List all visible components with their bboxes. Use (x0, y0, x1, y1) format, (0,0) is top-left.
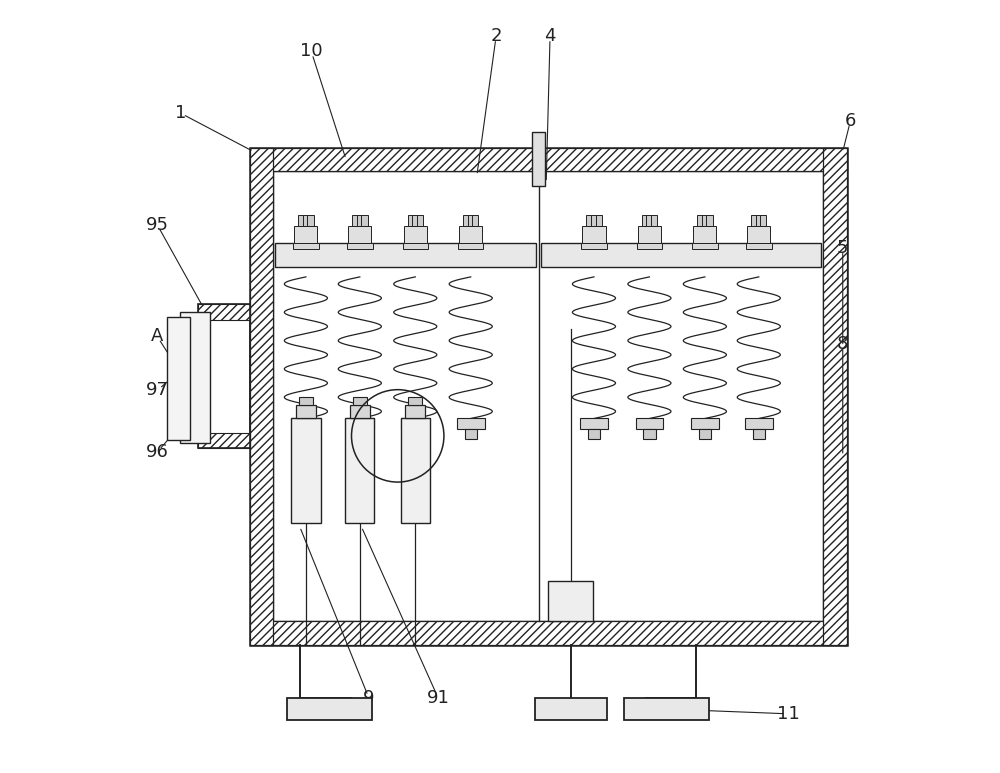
Bar (745, 418, 773, 429)
Text: 1: 1 (175, 104, 186, 122)
Bar (465, 429, 477, 438)
Bar (404, 226, 427, 243)
Bar (691, 418, 719, 429)
Bar (250, 148, 273, 645)
Bar (307, 216, 314, 226)
Bar (198, 305, 250, 448)
Bar (459, 226, 482, 243)
Bar (637, 243, 662, 249)
Bar (753, 429, 765, 438)
Text: 5: 5 (837, 239, 848, 257)
Bar (468, 216, 474, 226)
Bar (250, 148, 847, 645)
Bar (198, 305, 250, 319)
Text: 97: 97 (146, 381, 169, 400)
Bar (747, 226, 770, 243)
Bar (756, 216, 762, 226)
Bar (353, 397, 367, 404)
Bar (692, 243, 718, 249)
Bar (354, 429, 366, 438)
Bar (751, 216, 757, 226)
Bar (408, 216, 414, 226)
Bar (352, 216, 358, 226)
Bar (294, 226, 317, 243)
Text: 95: 95 (146, 216, 169, 233)
Bar (651, 216, 657, 226)
Bar (401, 418, 430, 523)
Bar (458, 243, 483, 249)
Bar (463, 216, 469, 226)
Bar (198, 433, 250, 448)
Bar (699, 429, 711, 438)
Bar (250, 621, 847, 645)
Bar (275, 243, 536, 267)
Bar (348, 226, 371, 243)
Bar (746, 243, 772, 249)
Bar (403, 243, 428, 249)
Bar (361, 216, 368, 226)
Bar (706, 216, 713, 226)
Bar (250, 148, 847, 171)
Bar (180, 312, 210, 444)
Bar (287, 699, 372, 720)
Text: 6: 6 (845, 112, 856, 130)
Bar (624, 699, 709, 720)
Text: 10: 10 (300, 43, 323, 60)
Bar (643, 429, 656, 438)
Bar (299, 397, 313, 404)
Bar (638, 226, 661, 243)
Text: 3: 3 (537, 705, 548, 723)
Bar (296, 404, 316, 418)
Text: A: A (151, 328, 163, 346)
Bar (357, 216, 363, 226)
Bar (412, 216, 418, 226)
Bar (532, 132, 545, 186)
Bar (702, 216, 708, 226)
Bar (409, 429, 421, 438)
Bar (303, 216, 309, 226)
Bar (646, 216, 653, 226)
Bar (693, 226, 716, 243)
Bar (580, 418, 608, 429)
Bar (582, 226, 606, 243)
Bar (457, 418, 485, 429)
Text: 9: 9 (363, 690, 375, 707)
Bar (588, 429, 600, 438)
Text: 96: 96 (146, 443, 169, 461)
Bar (167, 317, 190, 440)
Text: 2: 2 (490, 27, 502, 45)
Text: 11: 11 (777, 705, 800, 723)
Bar (405, 404, 425, 418)
Bar (591, 216, 597, 226)
Bar (401, 418, 429, 429)
Bar (346, 418, 374, 429)
Bar (697, 216, 703, 226)
Bar (581, 243, 607, 249)
Bar (273, 171, 823, 621)
Text: 8: 8 (837, 335, 848, 353)
Bar (291, 418, 321, 523)
Bar (636, 418, 663, 429)
Bar (760, 216, 766, 226)
Bar (417, 216, 423, 226)
Bar (293, 243, 319, 249)
Bar (596, 216, 602, 226)
Bar (642, 216, 648, 226)
Bar (350, 404, 370, 418)
Bar (541, 243, 821, 267)
Bar (408, 397, 422, 404)
Text: 4: 4 (544, 27, 556, 45)
Bar (292, 418, 320, 429)
Bar (472, 216, 478, 226)
Bar (298, 216, 304, 226)
Bar (823, 148, 847, 645)
Bar (586, 216, 592, 226)
Bar (535, 699, 607, 720)
Text: 91: 91 (427, 690, 450, 707)
Bar (347, 243, 373, 249)
Bar (300, 429, 312, 438)
Bar (548, 581, 593, 621)
Bar (345, 418, 374, 523)
